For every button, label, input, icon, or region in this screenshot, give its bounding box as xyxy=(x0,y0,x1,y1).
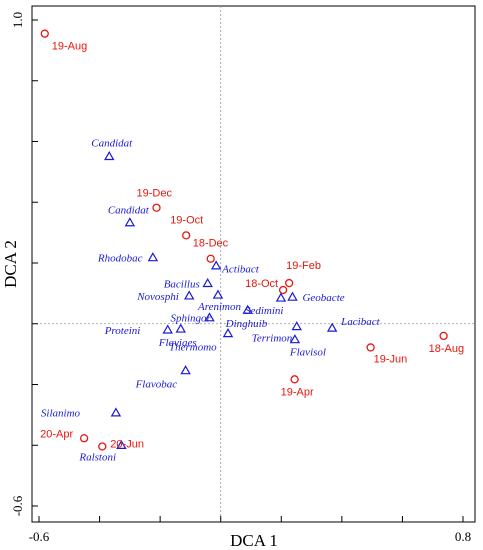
species-point xyxy=(204,312,215,322)
species-label: Rhodobac xyxy=(97,253,143,265)
species-label: Sedimini xyxy=(245,305,283,317)
species-point xyxy=(147,252,159,262)
species-label: Sphingor xyxy=(171,313,212,325)
sample-label: 19-Feb xyxy=(286,260,321,272)
species-point xyxy=(183,290,195,300)
species-point xyxy=(291,321,302,331)
sample-label: 18-Aug xyxy=(429,343,464,355)
sample-label: 19-Jun xyxy=(374,353,408,365)
species-point xyxy=(162,324,173,334)
species-point xyxy=(175,323,186,333)
sample-label: 19-Dec xyxy=(137,188,173,200)
species-label: Geobacte xyxy=(302,292,344,304)
species-point xyxy=(222,328,234,338)
y-tick-max: 1.0 xyxy=(10,12,25,28)
sample-label: 19-Apr xyxy=(281,386,314,398)
species-label: Bacillus xyxy=(164,278,200,290)
sample-point xyxy=(79,434,89,443)
sample-point xyxy=(206,254,215,263)
sample-point xyxy=(152,203,161,212)
species-point xyxy=(124,217,136,227)
species-label: Actibact xyxy=(221,264,260,276)
species-point xyxy=(104,150,115,161)
sample-point xyxy=(285,278,294,288)
sample-point xyxy=(290,375,299,384)
sample-label: 19-Aug xyxy=(52,41,87,53)
sample-point xyxy=(98,442,107,451)
species-label: Thermomo xyxy=(169,341,217,353)
species-point xyxy=(287,291,298,301)
sample-label: 18-Oct xyxy=(245,278,278,290)
species-point xyxy=(110,407,122,417)
species-label: Candidat xyxy=(108,205,150,217)
plot-frame xyxy=(31,5,476,523)
species-point xyxy=(210,260,222,270)
species-point xyxy=(275,292,287,302)
species-label: Flavisol xyxy=(289,347,326,359)
species-label: Candidat xyxy=(91,137,133,149)
species-label: Dinghuib xyxy=(225,318,268,330)
sample-point xyxy=(182,231,191,240)
sample-label: 18-Dec xyxy=(193,238,229,250)
species-label: Terrimon xyxy=(252,332,293,344)
sample-point xyxy=(366,343,375,352)
species-point xyxy=(180,365,191,375)
species-point xyxy=(242,304,253,314)
species-label: Arenimon xyxy=(197,301,241,313)
sample-point xyxy=(40,29,49,38)
species-label: Ralstoni xyxy=(78,451,116,463)
y-axis-title: DCA 2 xyxy=(1,240,20,288)
x-axis-title: DCA 1 xyxy=(230,531,278,550)
species-label: Novosphi xyxy=(136,291,179,303)
sample-label: 20-Jun xyxy=(110,438,144,450)
sample-point xyxy=(278,285,288,295)
sample-label: 19-Oct xyxy=(170,214,203,226)
species-label: Flavobac xyxy=(135,379,178,391)
sample-point xyxy=(439,331,448,341)
species-point xyxy=(326,322,338,332)
species-point xyxy=(116,439,127,449)
species-label: Proteini xyxy=(104,325,141,337)
species-label: Flaviaes xyxy=(158,337,197,349)
x-tick-max: 0.8 xyxy=(455,529,471,544)
species-point xyxy=(212,289,224,299)
species-label: Silanimo xyxy=(41,408,81,420)
y-tick-min: -0.6 xyxy=(10,495,25,516)
species-label: Lacibact xyxy=(340,316,380,328)
species-point xyxy=(202,277,213,288)
species-point xyxy=(289,334,301,344)
x-tick-min: -0.6 xyxy=(29,529,50,544)
sample-label: 20-Apr xyxy=(40,428,73,440)
